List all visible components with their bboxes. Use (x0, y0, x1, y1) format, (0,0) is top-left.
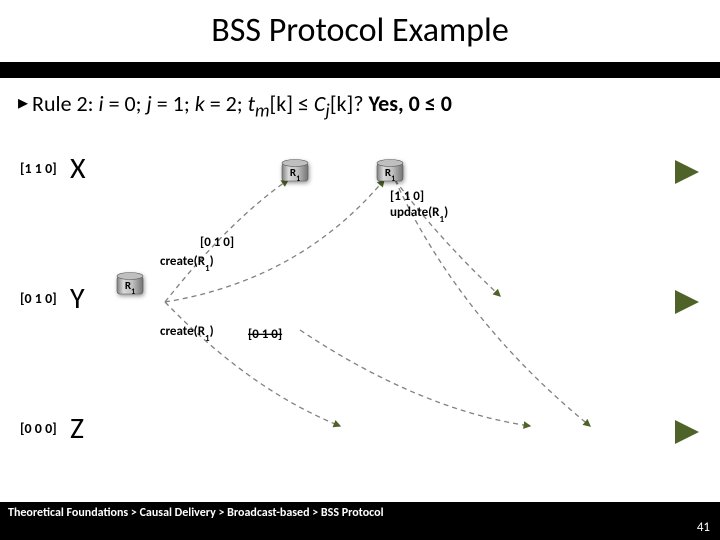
svg-text:create(R1): create(R1) (160, 254, 214, 274)
process-z: Z (70, 410, 84, 447)
svg-text:create(R1): create(R1) (160, 324, 214, 344)
process-x: X (70, 150, 86, 187)
slide: BSS Protocol Example ▸Rule 2: i = 0; j =… (0, 0, 720, 540)
vector-y: [0 1 0] (20, 290, 57, 307)
eq-i: = 0; (104, 90, 147, 117)
svg-text:[1 1 0]: [1 1 0] (390, 189, 424, 204)
process-y: Y (70, 280, 85, 317)
vector-z: [0 0 0] (20, 420, 57, 437)
eq-k: = 2; (205, 90, 248, 117)
var-tm-br: [k] (270, 90, 294, 117)
black-band-top (0, 62, 720, 78)
rule-answer: Yes, 0 ≤ 0 (368, 90, 451, 117)
qmark: ? (353, 90, 368, 117)
var-cj: C (314, 90, 326, 117)
breadcrumb: Theoretical Foundations > Causal Deliver… (8, 506, 384, 520)
svg-text:update(R1): update(R1) (390, 205, 448, 225)
var-k: k (195, 90, 205, 117)
var-tm: t (248, 90, 255, 117)
leq: ≤ (293, 90, 314, 117)
svg-text:[0 1 0]: [0 1 0] (200, 235, 234, 250)
diagram-svg: R1R1R1 [1 1 0]update(R1)[0 1 0]create(R1… (0, 130, 720, 490)
eq-j: = 1; (152, 90, 195, 117)
rule-prefix: Rule 2: (32, 90, 98, 117)
bullet-icon: ▸ (18, 91, 28, 115)
var-cj-br: [k] (330, 90, 354, 117)
page-number: 41 (697, 520, 710, 535)
var-tm-sub: m (255, 99, 270, 121)
rule-line: ▸Rule 2: i = 0; j = 1; k = 2; tm[k] ≤ Cj… (18, 90, 452, 121)
vector-x: [1 1 0] (20, 160, 57, 177)
svg-text:[0 1 0]: [0 1 0] (248, 327, 282, 342)
page-title: BSS Protocol Example (0, 10, 720, 51)
